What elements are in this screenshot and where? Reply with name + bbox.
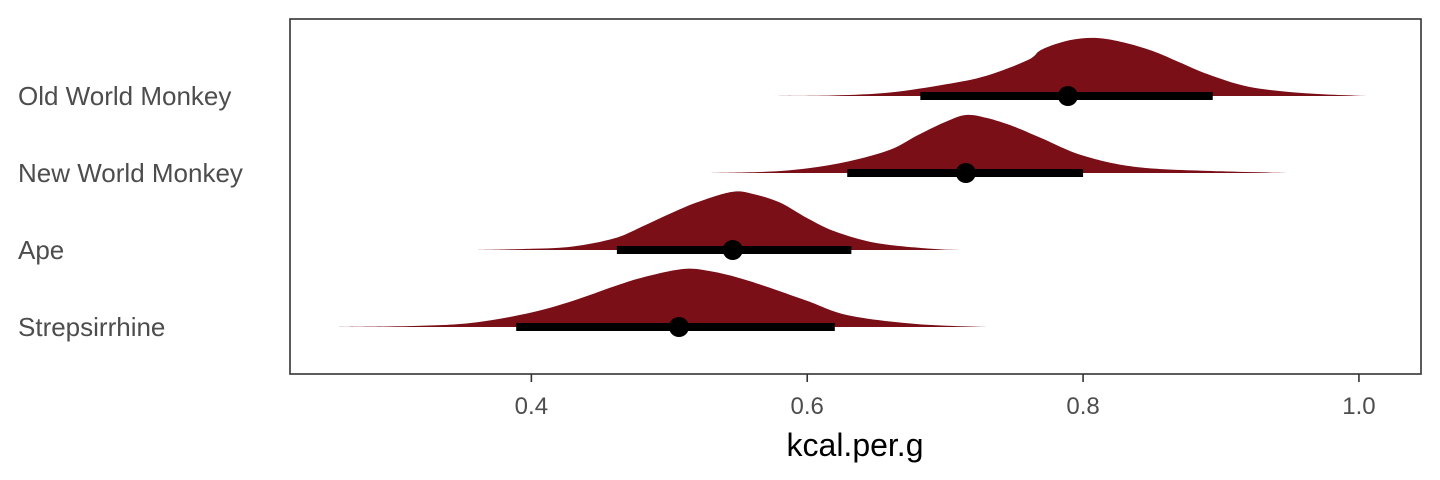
category-label-new-world-monkey: New World Monkey (18, 158, 243, 188)
density-slab-strepsirrhine (338, 268, 987, 327)
category-label-strepsirrhine: Strepsirrhine (18, 312, 165, 342)
category-labels: Old World Monkey New World Monkey Ape Strep… (18, 81, 243, 342)
x-axis-ticks: 0.4 0.6 0.8 1.0 (515, 374, 1376, 420)
density-slab-old-world-monkey (772, 37, 1366, 96)
density-layer (338, 37, 1366, 327)
point-estimate-old-world-monkey (1057, 86, 1078, 106)
category-label-ape: Ape (18, 235, 64, 265)
point-estimate-new-world-monkey (955, 163, 976, 183)
x-axis-title: kcal.per.g (787, 427, 924, 463)
point-estimate-ape (722, 240, 743, 260)
density-slab-new-world-monkey (710, 114, 1290, 173)
x-tick-label: 0.8 (1066, 393, 1099, 420)
plot-panel-border (289, 18, 1422, 375)
interval-layer (516, 86, 1213, 337)
x-tick-label: 0.6 (791, 393, 824, 420)
point-estimate-strepsirrhine (668, 317, 689, 337)
category-label-old-world-monkey: Old World Monkey (18, 81, 231, 111)
x-tick-label: 0.4 (515, 393, 548, 420)
density-slab-ape (476, 191, 959, 250)
x-tick-label: 1.0 (1342, 393, 1375, 420)
